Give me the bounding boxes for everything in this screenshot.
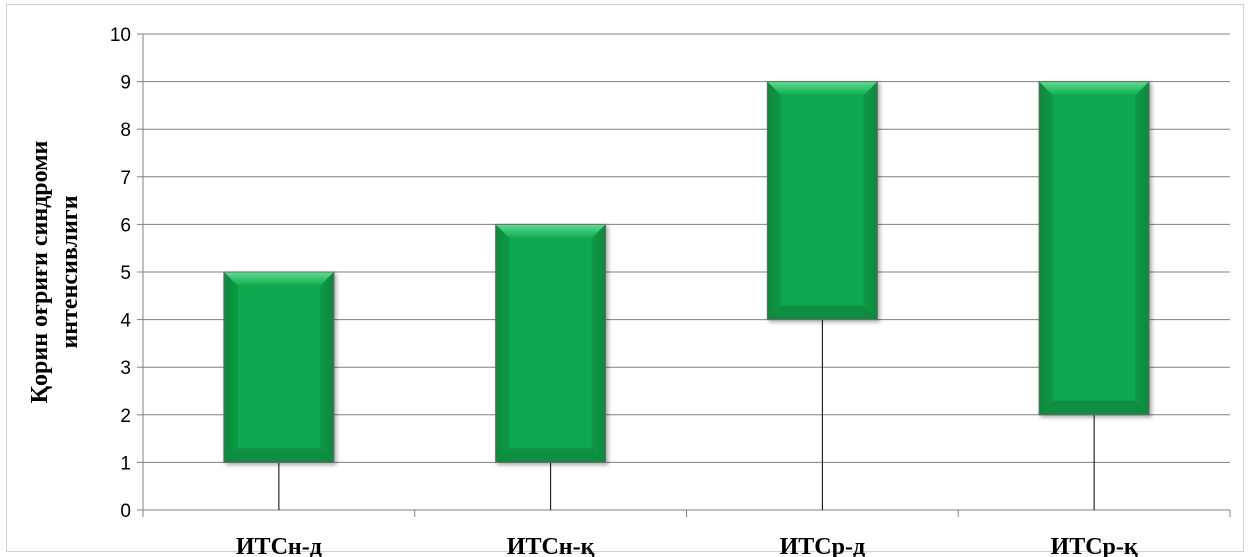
y-tick-label: 6 [120, 215, 131, 236]
box-bevel-top [223, 272, 334, 286]
box-bevel-right [1135, 81, 1150, 415]
box-mark [495, 223, 607, 463]
y-tick-label: 7 [120, 168, 131, 189]
box-outline [766, 81, 878, 321]
box-bevel-top [1039, 81, 1150, 96]
box-bevel-right [863, 81, 878, 320]
y-axis-title-line: Қорин оғриғи синдроми [27, 140, 53, 403]
box-bevel-left [495, 224, 510, 463]
y-tick-label: 9 [120, 73, 131, 94]
box-mark [1038, 81, 1150, 416]
y-tick-label: 0 [120, 501, 131, 522]
axis-layer [137, 33, 1231, 517]
box-bevel-right [591, 224, 606, 463]
y-tick-label: 2 [120, 406, 131, 427]
box-bevel-top [495, 224, 606, 239]
box-bevel-bottom [223, 448, 334, 463]
chart-frame [6, 4, 1244, 552]
box-outline [1038, 81, 1150, 416]
box-bevel-right [319, 272, 334, 463]
box-bevel-bottom [767, 305, 878, 320]
y-tick-label: 3 [120, 358, 131, 379]
box-body [767, 81, 878, 320]
box-body [1039, 81, 1150, 415]
box-bevel-left [767, 81, 782, 320]
y-axis-title-line: интенсивлиги [57, 195, 83, 348]
y-tick-label: 1 [120, 453, 131, 474]
y-tick-label: 5 [120, 263, 131, 284]
mark-layer [223, 81, 1150, 510]
box-bevel-bottom [495, 448, 606, 463]
x-category-label: ИТСн-д [236, 534, 322, 557]
x-category-label: ИТСн-қ [507, 534, 595, 557]
box-mark [223, 271, 335, 463]
box-body [223, 272, 334, 463]
y-tick-label: 10 [110, 25, 131, 46]
y-tick-label: 4 [120, 311, 131, 332]
box-outline [223, 271, 335, 463]
y-axis-title: Қорин оғриғи синдроми интенсивлиги [27, 140, 83, 403]
box-mark [766, 81, 878, 321]
x-category-label: ИТСр-д [780, 534, 866, 557]
x-category-label: ИТСр-қ [1051, 534, 1138, 557]
box-bevel-left [223, 272, 238, 463]
y-tick-label: 8 [120, 120, 131, 141]
box-outline [495, 223, 607, 463]
box-bevel-top [767, 81, 878, 96]
box-body [495, 224, 606, 463]
label-layer: 0 1 2 3 4 5 6 7 8 9 10 ИТСн-д ИТСн-қ ИТСр-д ИТСр-қ Қори… [27, 25, 1138, 557]
box-bevel-bottom [1039, 400, 1150, 415]
box-bevel-left [1039, 81, 1054, 415]
